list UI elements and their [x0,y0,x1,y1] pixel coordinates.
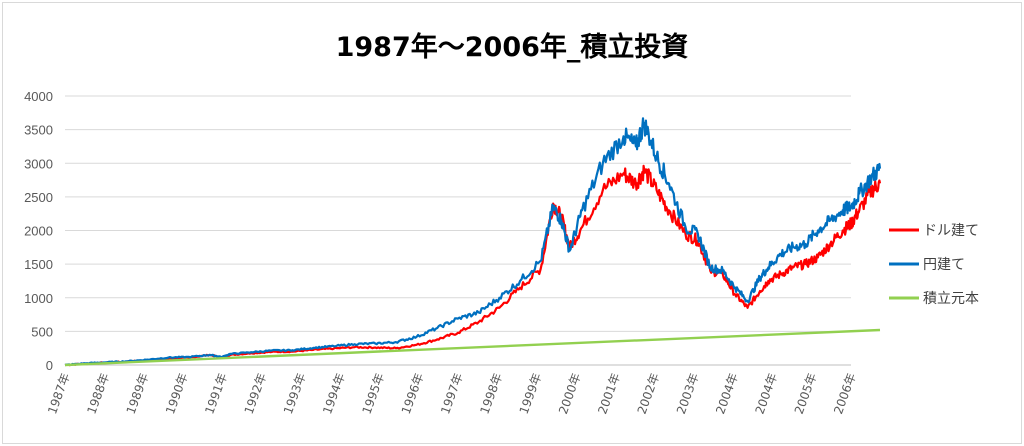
y-tick-label: 500 [31,324,53,339]
series-line-2 [64,328,881,367]
x-tick-label: 2004年 [753,371,781,416]
x-tick-label: 1996年 [399,371,427,416]
x-tick-label: 1999年 [517,371,545,416]
y-tick-label: 3000 [24,156,53,171]
y-tick-label: 1500 [24,257,53,272]
x-tick-label: 1988年 [84,371,112,416]
legend-label: 積立元本 [923,291,979,307]
y-tick-label: 4000 [24,89,53,104]
y-tick-label: 2000 [24,224,53,239]
series-layer [64,117,882,367]
legend-label: 円建て [923,257,965,273]
x-tick-label: 1989年 [124,371,152,416]
y-tick-layer: 0 500 1000 1500 2000 2500 3000 3500 4000 [24,89,53,373]
x-tick-label: 2005年 [792,371,820,416]
x-tick-label: 1992年 [242,371,270,416]
x-tick-label: 1995年 [360,371,388,416]
x-tick-label: 2004年 [713,371,741,416]
x-tick-label: 1993年 [281,371,309,416]
grid-layer [65,95,851,366]
x-tick-layer: 1987年 1988年 1989年 1990年 1991年 1992年 1993年 1994年… [45,371,859,416]
x-tick-label: 2000年 [556,371,584,416]
x-tick-label: 2006年 [831,371,859,416]
x-tick-label: 1998年 [477,371,505,416]
x-tick-label: 2003年 [674,371,702,416]
x-tick-label: 1994年 [320,371,348,416]
y-tick-label: 2500 [24,190,53,205]
y-tick-label: 3500 [24,123,53,138]
x-tick-label: 1997年 [438,371,466,416]
chart-title: 1987年～2006年_積立投資 [335,32,689,63]
x-tick-label: 1990年 [163,371,191,416]
x-tick-label: 2002年 [635,371,663,416]
y-tick-label: 0 [46,358,53,373]
x-tick-label: 1987年 [45,371,73,416]
y-tick-label: 1000 [24,291,53,306]
legend-label: ドル建て [923,223,979,239]
series-line-1 [64,117,882,367]
x-tick-label: 1991年 [202,371,230,416]
x-tick-label: 2001年 [595,371,623,416]
